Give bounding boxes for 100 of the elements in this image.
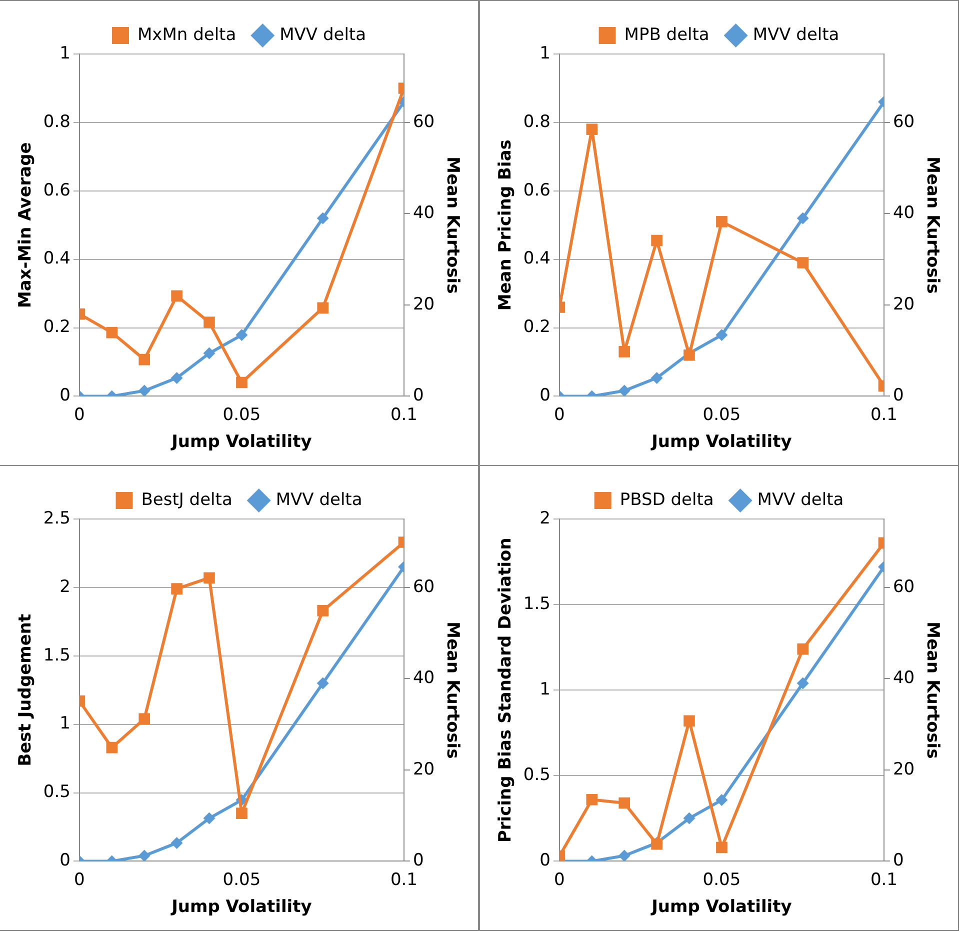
- point: [236, 376, 248, 388]
- point: [203, 347, 216, 360]
- y-tick-label: 1: [540, 680, 550, 700]
- point: [650, 372, 663, 384]
- point: [203, 812, 216, 824]
- y-tick-label: 1: [540, 43, 550, 64]
- y-axis-title: Max-Min Average: [16, 142, 36, 308]
- y-axis-title: Mean Pricing Bias: [496, 140, 516, 311]
- point: [716, 794, 728, 806]
- y2-tick-label: 20: [412, 759, 435, 780]
- point: [684, 715, 695, 727]
- point: [170, 372, 183, 384]
- y-tick-label: 0: [540, 850, 550, 871]
- point: [316, 677, 329, 690]
- x-tick-label: 0.05: [222, 404, 261, 425]
- x-tick-label: 0.1: [390, 404, 418, 425]
- x-tick-label: 0.05: [222, 870, 261, 890]
- y-tick-label: 1: [60, 714, 70, 734]
- y2-tick-label: 0: [412, 850, 424, 871]
- y-tick-label: 0: [60, 386, 70, 406]
- point: [106, 326, 118, 338]
- y-tick-label: 0.2: [43, 317, 70, 338]
- y2-axis-title: Mean Kurtosis: [922, 156, 942, 294]
- y-tick-label: 0.6: [43, 180, 70, 200]
- legend-label: MPB delta: [624, 24, 710, 45]
- x-tick-label: 0.05: [702, 870, 741, 890]
- y2-axis-title: Mean Kurtosis: [442, 156, 462, 294]
- point: [796, 677, 809, 690]
- point: [236, 329, 248, 342]
- point: [797, 257, 808, 268]
- point: [138, 713, 150, 724]
- legend-label: MVV delta: [752, 24, 840, 45]
- y-tick-label: 2: [540, 508, 550, 528]
- y2-tick-label: 60: [412, 576, 435, 597]
- y2-tick-label: 20: [892, 294, 915, 314]
- y-tick-label: 0.4: [43, 248, 70, 269]
- y2-tick-label: 20: [412, 294, 435, 314]
- y-tick-label: 0: [60, 850, 70, 871]
- y-tick-label: 0.6: [523, 180, 550, 200]
- x-tick-label: 0: [554, 404, 565, 425]
- y-tick-label: 2.5: [43, 508, 70, 528]
- y2-tick-label: 20: [892, 759, 915, 780]
- x-axis-title: Jump Volatility: [170, 897, 312, 918]
- x-tick-label: 0: [74, 870, 85, 890]
- y-axis-title: Best Judgement: [16, 614, 36, 766]
- point: [651, 234, 662, 246]
- point: [138, 850, 150, 862]
- point: [204, 316, 215, 328]
- point: [317, 302, 328, 314]
- legend-label: PBSD delta: [620, 490, 714, 510]
- y-tick-label: 0: [540, 386, 550, 406]
- point: [170, 836, 183, 849]
- point: [796, 212, 809, 224]
- point: [316, 212, 329, 224]
- x-tick-label: 0.1: [390, 870, 418, 890]
- legend-label: MxMn delta: [137, 24, 236, 45]
- x-tick-label: 0: [74, 404, 85, 425]
- legend-label: MVV delta: [280, 24, 366, 45]
- point: [171, 583, 182, 594]
- y2-tick-label: 40: [412, 203, 435, 224]
- y-tick-label: 2: [60, 576, 70, 597]
- point: [204, 572, 215, 584]
- y2-axis-title: Mean Kurtosis: [922, 622, 942, 759]
- y-tick-label: 0.5: [523, 765, 550, 786]
- x-axis-title: Jump Volatility: [650, 432, 792, 452]
- point: [138, 354, 150, 366]
- y2-tick-label: 60: [412, 112, 435, 132]
- y2-tick-label: 60: [892, 112, 915, 132]
- x-tick-label: 0.1: [870, 870, 898, 890]
- y-tick-label: 0.2: [523, 317, 550, 338]
- point: [797, 643, 808, 655]
- point: [716, 329, 728, 342]
- y2-tick-label: 40: [892, 668, 915, 688]
- point: [317, 605, 328, 616]
- point: [716, 842, 728, 854]
- x-tick-label: 0.05: [702, 404, 741, 425]
- y-tick-label: 1: [60, 43, 70, 64]
- y-tick-label: 0.5: [43, 782, 70, 802]
- point: [586, 124, 598, 135]
- y2-axis-title: Mean Kurtosis: [442, 622, 462, 759]
- y2-tick-label: 40: [412, 668, 435, 688]
- point: [586, 794, 598, 806]
- y-tick-label: 1.5: [523, 594, 550, 614]
- y2-tick-label: 0: [892, 850, 904, 871]
- point: [106, 742, 118, 754]
- x-tick-label: 0: [554, 870, 565, 890]
- point: [236, 808, 248, 819]
- point: [171, 290, 182, 302]
- point: [618, 850, 630, 862]
- y-tick-label: 0.4: [523, 248, 550, 269]
- point: [618, 384, 630, 396]
- y-tick-label: 0.8: [43, 112, 70, 132]
- y2-tick-label: 60: [892, 576, 915, 597]
- y2-tick-label: 0: [892, 386, 904, 406]
- y-axis-title: Pricing Bias Standard Deviation: [496, 538, 516, 843]
- y2-tick-label: 40: [892, 203, 915, 224]
- point: [618, 346, 630, 358]
- legend-label: MVV delta: [757, 490, 844, 510]
- legend-label: BestJ delta: [141, 490, 232, 510]
- legend-label: MVV delta: [276, 490, 362, 510]
